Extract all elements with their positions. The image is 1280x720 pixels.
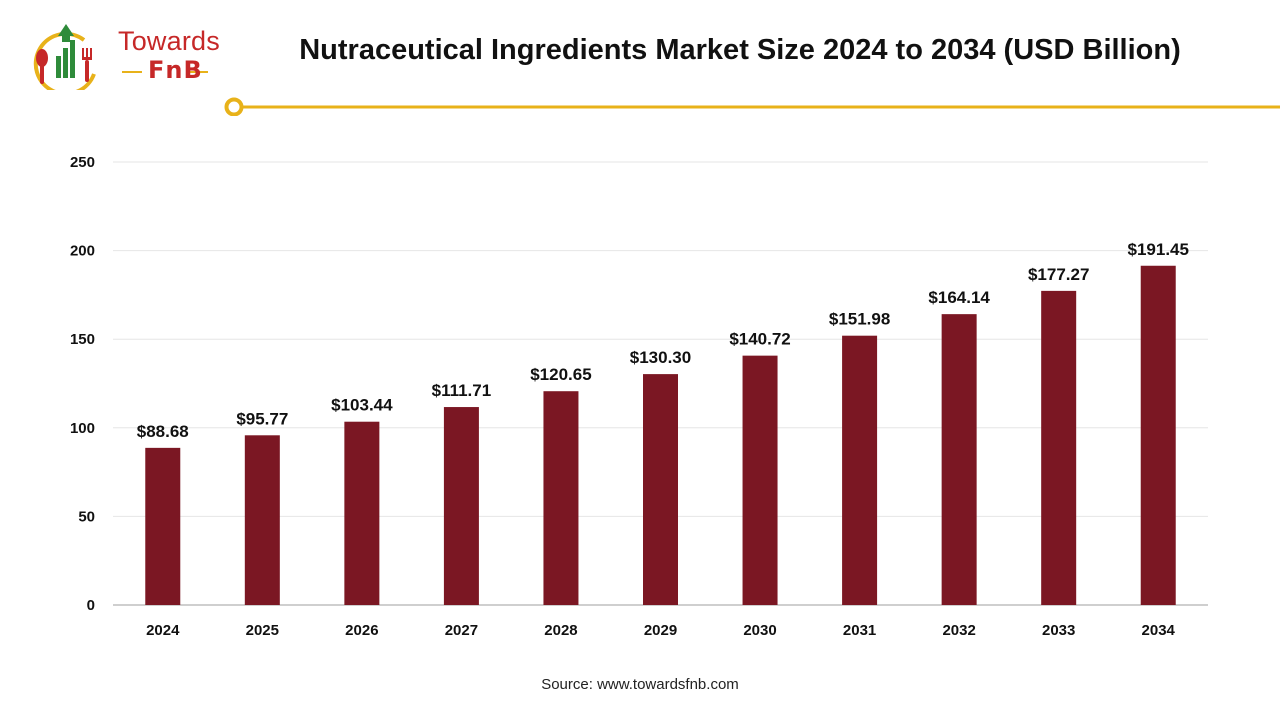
x-tick-label: 2026 <box>345 622 378 639</box>
y-tick-label: 250 <box>70 154 95 171</box>
x-tick-label: 2033 <box>1042 622 1075 639</box>
x-tick-label: 2034 <box>1142 622 1176 639</box>
bar-2026 <box>344 421 380 605</box>
bars <box>145 265 1176 605</box>
bar-2024 <box>145 447 181 605</box>
bar-2025 <box>244 435 280 605</box>
x-axis-ticks: 2024 2025 2026 2027 2028 2029 2030 2031 2032 2033… <box>146 622 1175 639</box>
data-label: $177.27 <box>1028 265 1089 284</box>
data-label: $151.98 <box>829 310 890 329</box>
data-label: $88.68 <box>137 422 189 441</box>
towards-fnb-logo: Towards FnB <box>22 18 222 96</box>
data-label: $164.14 <box>928 288 990 307</box>
bar-2028 <box>543 391 579 605</box>
bar-2033 <box>1041 290 1077 605</box>
source-note: Source: www.towardsfnb.com <box>541 676 739 693</box>
y-tick-label: 0 <box>87 597 95 614</box>
y-tick-label: 100 <box>70 420 95 437</box>
accent-divider <box>224 97 1280 116</box>
bar-2034 <box>1140 265 1176 605</box>
x-tick-label: 2030 <box>743 622 776 639</box>
y-tick-label: 150 <box>70 331 95 348</box>
data-label: $140.72 <box>729 330 790 349</box>
y-axis-ticks: 0 50 100 150 200 250 <box>70 154 95 614</box>
divider-line <box>243 105 1280 109</box>
data-label: $111.71 <box>432 381 492 400</box>
x-tick-label: 2024 <box>146 622 180 639</box>
x-tick-label: 2028 <box>544 622 577 639</box>
data-label: $130.30 <box>630 348 691 367</box>
divider-ring-icon <box>224 97 244 116</box>
logo-text-towards: Towards <box>118 26 220 56</box>
x-tick-label: 2027 <box>445 622 478 639</box>
bar-2032 <box>941 314 977 605</box>
logo-text-fnb: FnB <box>148 56 203 84</box>
data-label: $95.77 <box>236 409 288 428</box>
x-tick-label: 2025 <box>246 622 279 639</box>
data-label: $120.65 <box>530 365 591 384</box>
bar-2030 <box>742 355 778 605</box>
bar-2027 <box>443 407 479 605</box>
x-tick-label: 2032 <box>942 622 975 639</box>
data-label: $103.44 <box>331 396 393 415</box>
y-tick-label: 200 <box>70 243 95 260</box>
x-tick-label: 2029 <box>644 622 677 639</box>
bar-2029 <box>643 374 678 605</box>
data-labels: $88.68 $95.77 $103.44 $111.71 $120.65 $130.30… <box>137 240 1189 441</box>
bar-2031 <box>842 335 878 605</box>
y-tick-label: 50 <box>78 508 95 525</box>
x-tick-label: 2031 <box>843 622 876 639</box>
chart-title: Nutraceutical Ingredients Market Size 20… <box>299 34 1181 66</box>
data-label: $191.45 <box>1128 240 1189 259</box>
